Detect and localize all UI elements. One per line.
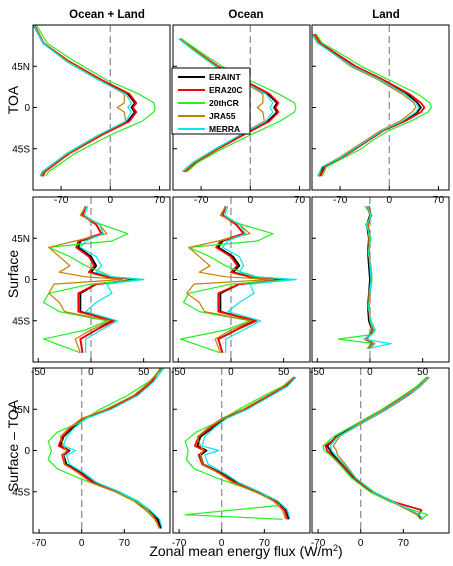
x-tick-label: 70 bbox=[294, 195, 306, 206]
y-tick-label: 45S bbox=[12, 487, 30, 498]
x-tick-label: -70 bbox=[194, 195, 209, 206]
series-line-eraint bbox=[326, 376, 429, 520]
column-title-ocean: Ocean bbox=[228, 9, 263, 21]
panel-frame bbox=[311, 24, 450, 191]
x-tick-label: 0 bbox=[108, 195, 114, 206]
x-tick-label: -70 bbox=[333, 195, 348, 206]
series-line-merra bbox=[329, 376, 430, 520]
series-line-era20c bbox=[179, 38, 280, 173]
series-line-era20c bbox=[33, 25, 138, 177]
y-tick-label: 45N bbox=[12, 234, 30, 245]
x-tick-label: 70 bbox=[398, 538, 410, 549]
x-tick-label: 0 bbox=[248, 195, 254, 206]
series-line-20thcr bbox=[35, 25, 156, 177]
series-line-merra bbox=[79, 206, 145, 353]
x-tick-label: -50 bbox=[310, 367, 325, 378]
series-line-jra55 bbox=[59, 368, 162, 529]
legend-label-jra55: JRA55 bbox=[209, 111, 236, 121]
series-line-merra bbox=[62, 368, 165, 529]
series-line-jra55 bbox=[196, 376, 295, 520]
panel-2-1: -70 0 70 bbox=[172, 367, 311, 549]
x-tick-label: 0 bbox=[358, 538, 364, 549]
panel-frame bbox=[311, 196, 450, 363]
x-tick-label: 0 bbox=[228, 367, 234, 378]
series-line-20thcr bbox=[181, 38, 297, 173]
x-tick-label: -70 bbox=[172, 538, 187, 549]
y-tick-label: 45S bbox=[12, 144, 30, 155]
panel-0-0: -70 0 70 45N 0 45S bbox=[12, 24, 171, 206]
series-line-era20c bbox=[324, 376, 430, 520]
panel-frame bbox=[172, 367, 311, 534]
series-line-jra55 bbox=[48, 205, 124, 354]
row-label-toa: TOA bbox=[5, 85, 21, 114]
legend-box bbox=[171, 67, 251, 135]
panel-frame bbox=[32, 367, 171, 534]
panel-1-0: -50 0 50 45N 0 45S bbox=[12, 196, 171, 378]
series-line-jra55 bbox=[312, 33, 417, 177]
y-tick-label: 0 bbox=[24, 103, 30, 114]
y-tick-label: 45N bbox=[12, 405, 30, 416]
legend-label-merra: MERRA bbox=[209, 124, 240, 134]
series-line-merra bbox=[312, 33, 420, 177]
x-tick-label: -70 bbox=[54, 195, 69, 206]
series-line-merra bbox=[33, 25, 132, 177]
legend-label-era20c: ERA20C bbox=[209, 85, 243, 95]
series-line-eraint bbox=[312, 33, 422, 177]
y-tick-label: 45N bbox=[12, 62, 30, 73]
y-tick-label: 0 bbox=[24, 275, 30, 286]
series-line-era20c bbox=[314, 33, 426, 177]
panel-1-1: -50 0 50 bbox=[171, 196, 311, 378]
x-tick-label: 70 bbox=[154, 195, 166, 206]
row-label-surface-minus-toa: Surface – TOA bbox=[5, 399, 21, 492]
y-tick-label: 45S bbox=[12, 316, 30, 327]
series-line-merra bbox=[221, 206, 297, 353]
series-line-era20c bbox=[215, 205, 289, 354]
x-tick-label: -70 bbox=[32, 538, 47, 549]
x-tick-label: -50 bbox=[31, 367, 46, 378]
column-title-land: Land bbox=[372, 9, 399, 21]
legend-label-20thcr: 20thCR bbox=[209, 98, 239, 108]
x-axis-label: Zonal mean energy flux (W/m2) bbox=[149, 543, 342, 559]
panel-1-2: -50 0 50 bbox=[310, 196, 450, 378]
x-tick-label: -50 bbox=[171, 367, 186, 378]
series-line-jra55 bbox=[186, 205, 272, 354]
series-line-jra55 bbox=[179, 38, 265, 173]
x-tick-label: 50 bbox=[417, 367, 429, 378]
y-tick-label: 0 bbox=[24, 446, 30, 457]
x-tick-label: 70 bbox=[119, 538, 131, 549]
column-title-ocean-land: Ocean + Land bbox=[69, 9, 145, 21]
x-tick-label: 0 bbox=[387, 195, 393, 206]
series-line-merra bbox=[201, 376, 297, 520]
x-tick-label: 70 bbox=[259, 538, 271, 549]
x-tick-label: -70 bbox=[311, 538, 326, 549]
panel-frame bbox=[311, 367, 450, 534]
x-tick-label: 50 bbox=[278, 367, 290, 378]
panel-2-0: -70 0 70 45N 0 45S bbox=[12, 367, 171, 549]
row-label-surface: Surface bbox=[5, 250, 21, 298]
x-tick-label: 70 bbox=[433, 195, 445, 206]
panel-0-2: -70 0 70 bbox=[311, 24, 450, 206]
x-tick-label: 0 bbox=[219, 538, 225, 549]
x-tick-label: 50 bbox=[138, 367, 150, 378]
legend-label-eraint: ERAINT bbox=[209, 72, 241, 82]
series-line-era20c bbox=[57, 368, 162, 529]
series-line-20thcr bbox=[315, 33, 432, 177]
series-line-jra55 bbox=[33, 25, 127, 177]
series-line-merra bbox=[178, 38, 274, 173]
series-line-20thcr bbox=[322, 376, 429, 520]
panel-2-2: -70 0 70 bbox=[311, 367, 450, 549]
x-tick-label: 0 bbox=[79, 538, 85, 549]
series-line-merra bbox=[363, 206, 392, 349]
x-tick-label: 0 bbox=[88, 367, 94, 378]
series-line-eraint bbox=[59, 368, 162, 529]
legend: ERAINT ERA20C 20thCR JRA55 MERRA bbox=[171, 67, 251, 135]
series-line-era20c bbox=[75, 205, 142, 353]
series-line-jra55 bbox=[332, 376, 429, 520]
x-tick-label: 0 bbox=[367, 367, 373, 378]
series-line-20thcr bbox=[47, 368, 165, 525]
